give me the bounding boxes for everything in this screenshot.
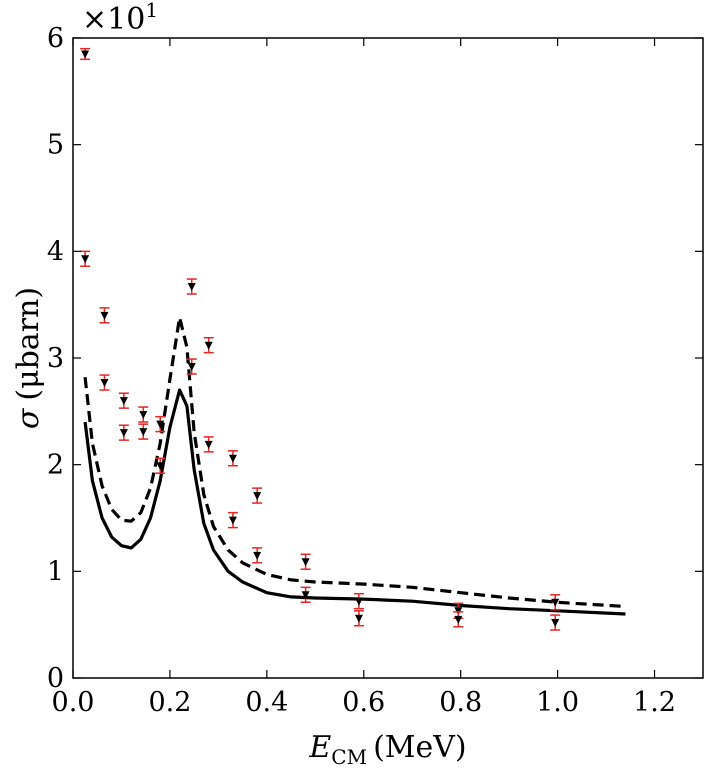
y-offset-exponent: 1 [145,0,158,22]
data-point-23 [453,611,464,628]
data-point-19 [300,586,311,604]
triangle-down-marker [139,428,148,437]
data-point-20 [353,592,364,610]
triangle-down-marker [301,591,310,600]
data-point-17 [252,547,263,564]
triangle-down-marker [551,619,560,628]
triangle-down-marker [228,516,237,525]
triangle-down-marker [156,420,165,429]
y-axis-title-unit: (μbarn) [11,287,46,401]
triangle-down-marker [551,598,560,607]
triangle-down-marker [187,283,196,292]
triangle-down-marker [81,50,90,59]
triangle-down-marker [228,454,237,463]
dashed-curve [83,315,626,609]
data-point-16 [252,487,263,504]
y-tick-label-4: 4 [47,236,64,267]
x-axis-title-sub: CM [331,745,367,768]
data-point-21 [353,610,364,627]
data-point-24 [550,594,561,611]
triangle-down-marker [253,492,262,501]
triangle-down-marker [100,379,109,388]
data-point-10 [186,278,197,295]
triangle-down-marker [156,462,165,471]
data-point-1 [80,250,91,268]
data-point-3 [99,374,110,391]
y-axis-title-symbol: σ [11,407,46,429]
triangle-down-marker [204,341,213,350]
triangle-down-marker [354,597,363,606]
y-tick-label-6: 6 [47,23,64,54]
data-point-18 [300,553,311,570]
triangle-down-marker [187,363,196,372]
x-tick-label-4: 0.8 [439,687,482,718]
data-point-6 [138,406,149,423]
y-tick-label-1: 1 [47,556,64,587]
x-tick-label-3: 0.6 [342,687,385,718]
x-axis-title-main: E [308,730,331,765]
data-point-7 [138,423,149,440]
triangle-down-marker [454,615,463,624]
y-tick-label-5: 5 [47,130,64,161]
triangle-down-marker [81,255,90,264]
solid-curve [83,388,626,616]
data-point-5 [118,424,129,441]
triangle-down-marker [119,429,128,438]
triangle-down-marker [253,551,262,560]
y-tick-label-3: 3 [47,343,64,374]
data-point-4 [118,392,129,409]
x-tick-label-5: 1.0 [536,687,579,718]
x-tick-label-0: 0.0 [52,687,95,718]
data-point-25 [550,614,561,631]
y-tick-label-0: 0 [47,663,64,694]
data-point-13 [203,436,214,453]
y-tick-label-2: 2 [47,450,64,481]
plot-frame [72,37,704,679]
x-tick-label-1: 0.2 [148,687,191,718]
data-point-14 [227,450,238,467]
x-axis-title-unit: (MeV) [373,730,467,765]
triangle-down-marker [204,440,213,449]
y-offset-text: ×10 [82,2,145,37]
triangle-down-marker [100,311,109,320]
y-axis-title: σ (μbarn) [11,287,46,429]
triangle-down-marker [354,614,363,623]
x-axis-title: ECM (MeV) [308,730,466,768]
data-point-8 [155,415,166,433]
data-point-11 [186,358,197,375]
x-tick-label-6: 1.2 [633,687,676,718]
y-offset-label: ×101 [82,0,158,37]
y-axis-ticks: 0 1 2 3 4 5 6 [47,23,703,694]
triangle-down-marker [301,558,310,567]
data-point-9 [155,457,166,474]
data-point-0 [80,47,91,61]
data-point-12 [203,336,214,354]
triangle-down-marker [139,411,148,420]
plot-area [80,47,626,631]
triangle-down-marker [119,397,128,406]
data-point-2 [99,307,110,324]
x-tick-label-2: 0.4 [245,687,288,718]
x-axis-ticks: 0.0 0.2 0.4 0.6 0.8 1.0 1.2 [52,38,676,718]
data-point-15 [227,511,238,529]
